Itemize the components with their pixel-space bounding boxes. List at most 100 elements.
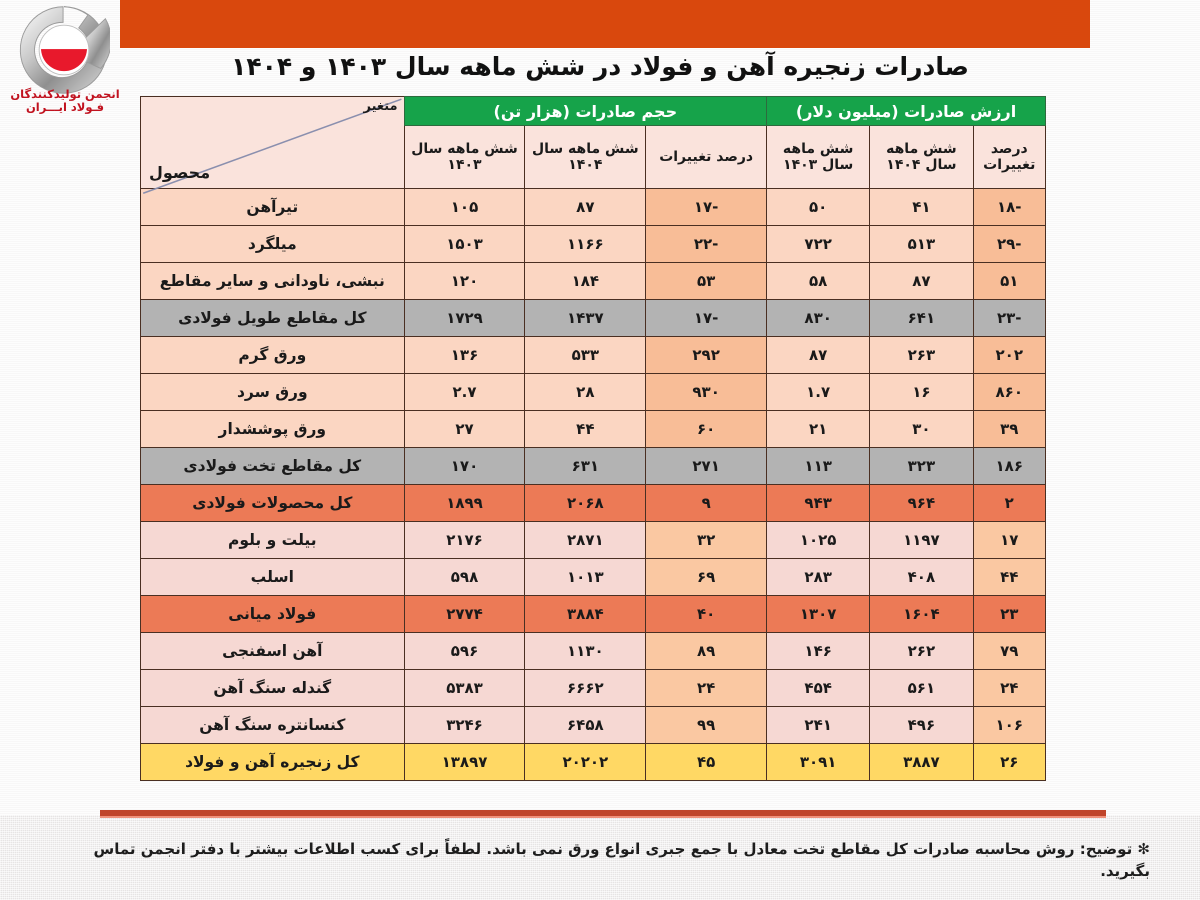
cell-value-1404: ۳۸۸۷ (869, 743, 974, 781)
table-body: -۱۸ ۴۱ ۵۰ -۱۷ ۸۷ ۱۰۵ تیرآهن -۲۹ ۵۱۳ ۷۲۲ -۲۲ ۱۱۶۶ ۱۵۰… (140, 188, 1047, 781)
cell-value-pct: ۲۶ (972, 743, 1047, 781)
cell-volume-1403: ۱۷۰ (403, 447, 526, 485)
cell-value-1403: ۱.۷ (766, 373, 871, 411)
cell-value-1404: ۹۶۴ (869, 484, 974, 522)
cell-product-name: بیلت و بلوم (140, 521, 405, 559)
cell-product-name: اسلب (140, 558, 405, 596)
cell-volume-1404: ۲۰۲۰۲ (524, 743, 647, 781)
cell-value-1403: ۸۷ (766, 336, 871, 374)
cell-volume-1403: ۱۲۰ (403, 262, 526, 300)
corner-variable-label: متغیر (363, 99, 398, 114)
cell-volume-pct: ۴۰ (645, 595, 768, 633)
table-row: ۲۶ ۳۸۸۷ ۳۰۹۱ ۴۵ ۲۰۲۰۲ ۱۳۸۹۷ کل زنجیره آهن و فو… (140, 743, 1047, 781)
cell-volume-1403: ۱۷۲۹ (403, 299, 526, 337)
cell-value-1403: ۹۴۳ (766, 484, 871, 522)
cell-value-1403: ۳۰۹۱ (766, 743, 871, 781)
cell-volume-1404: ۲۰۶۸ (524, 484, 647, 522)
cell-volume-1404: ۶۶۶۲ (524, 669, 647, 707)
cell-value-pct: ۱۷ (972, 521, 1047, 559)
cell-value-pct: ۴۴ (972, 558, 1047, 596)
cell-volume-pct: ۲۴ (645, 669, 768, 707)
cell-volume-1403: ۱۳۸۹۷ (403, 743, 526, 781)
cell-volume-1404: ۲۸۷۱ (524, 521, 647, 559)
cell-value-pct: ۸۶۰ (972, 373, 1047, 411)
logo-line-2: فـولاد ایـــران (25, 100, 105, 114)
cell-volume-1404: ۵۳۳ (524, 336, 647, 374)
cell-value-pct: -۲۹ (972, 225, 1047, 263)
cell-product-name: فولاد میانی (140, 595, 405, 633)
cell-value-pct: ۲ (972, 484, 1047, 522)
cell-product-name: آهن اسفنجی (140, 632, 405, 670)
cell-product-name: گندله سنگ آهن (140, 669, 405, 707)
table-row: -۱۸ ۴۱ ۵۰ -۱۷ ۸۷ ۱۰۵ تیرآهن (140, 188, 1047, 226)
cell-value-1404: ۱۶ (869, 373, 974, 411)
cell-value-1404: ۱۶۰۴ (869, 595, 974, 633)
page-title: صادرات زنجیره آهن و فولاد در شش ماهه سال… (231, 52, 969, 81)
cell-volume-pct: ۵۳ (645, 262, 768, 300)
cell-volume-pct: -۲۲ (645, 225, 768, 263)
footnote: ✻ توضیح: روش محاسبه صادرات کل مقاطع تخت … (93, 840, 1150, 880)
cell-volume-1404: ۶۳۱ (524, 447, 647, 485)
cell-value-1404: ۳۰ (869, 410, 974, 448)
cell-product-name: نبشی، ناودانی و سایر مقاطع (140, 262, 405, 300)
cell-value-1403: ۵۸ (766, 262, 871, 300)
cell-value-1403: ۷۲۲ (766, 225, 871, 263)
cell-volume-1404: ۱۱۶۶ (524, 225, 647, 263)
cell-value-pct: ۲۳ (972, 595, 1047, 633)
cell-volume-1404: ۴۴ (524, 410, 647, 448)
cell-value-1404: ۶۴۱ (869, 299, 974, 337)
exports-table: ارزش صادرات (میلیون دلار) حجم صادرات (هز… (140, 96, 1047, 781)
logo-wordmark: انجمن تولیدکنندگان فـولاد ایـــران (4, 88, 126, 114)
cell-value-1403: ۱۴۶ (766, 632, 871, 670)
association-logo: انجمن تولیدکنندگان فـولاد ایـــران (4, 2, 126, 114)
group-header-row: ارزش صادرات (میلیون دلار) حجم صادرات (هز… (140, 96, 1046, 195)
cell-volume-1403: ۲۷ (403, 410, 526, 448)
cell-value-1403: ۱۳۰۷ (766, 595, 871, 633)
cell-product-name: ورق گرم (140, 336, 405, 374)
cell-value-1404: ۲۶۲ (869, 632, 974, 670)
group-header-value: ارزش صادرات (میلیون دلار) (766, 96, 1046, 126)
cell-product-name: کنسانتره سنگ آهن (140, 706, 405, 744)
exports-table-container: ارزش صادرات (میلیون دلار) حجم صادرات (هز… (140, 96, 1047, 781)
cell-product-name: تیرآهن (140, 188, 405, 226)
cell-volume-1403: ۱۸۹۹ (403, 484, 526, 522)
cell-volume-1403: ۲۱۷۶ (403, 521, 526, 559)
cell-product-name: کل زنجیره آهن و فولاد (140, 743, 405, 781)
subheader-volume-1404: شش ماهه سال ۱۴۰۴ (524, 125, 647, 189)
corner-header-cell: متغیر محصول (140, 96, 405, 195)
table-row: ۷۹ ۲۶۲ ۱۴۶ ۸۹ ۱۱۳۰ ۵۹۶ آهن اسفنجی (140, 632, 1047, 670)
cell-product-name: کل مقاطع تخت فولادی (140, 447, 405, 485)
cell-volume-pct: -۱۷ (645, 188, 768, 226)
cell-value-1404: ۵۶۱ (869, 669, 974, 707)
diagonal-divider-icon (142, 98, 402, 195)
cell-volume-1403: ۵۹۶ (403, 632, 526, 670)
cell-value-pct: ۱۸۶ (972, 447, 1047, 485)
cell-value-1403: ۲۸۳ (766, 558, 871, 596)
cell-volume-1403: ۵۳۸۳ (403, 669, 526, 707)
cell-value-1403: ۴۵۴ (766, 669, 871, 707)
cell-volume-1404: ۲۸ (524, 373, 647, 411)
cell-value-1404: ۵۱۳ (869, 225, 974, 263)
table-row: ۲۰۲ ۲۶۳ ۸۷ ۲۹۲ ۵۳۳ ۱۳۶ ورق گرم (140, 336, 1047, 374)
cell-volume-1403: ۵۹۸ (403, 558, 526, 596)
cell-value-1403: ۲۱ (766, 410, 871, 448)
cell-volume-pct: ۶۰ (645, 410, 768, 448)
cell-volume-1404: ۶۴۵۸ (524, 706, 647, 744)
footer-rule (100, 810, 1106, 816)
table-row: ۲۴ ۵۶۱ ۴۵۴ ۲۴ ۶۶۶۲ ۵۳۸۳ گندله سنگ آهن (140, 669, 1047, 707)
cell-volume-pct: ۹۳۰ (645, 373, 768, 411)
cell-volume-pct: -۱۷ (645, 299, 768, 337)
cell-product-name: ورق سرد (140, 373, 405, 411)
cell-volume-pct: ۲۹۲ (645, 336, 768, 374)
cell-volume-1404: ۱۸۴ (524, 262, 647, 300)
cell-volume-1403: ۲۷۷۴ (403, 595, 526, 633)
header-banner (120, 0, 1090, 48)
subheader-value-pct: درصد تغییرات (972, 125, 1047, 189)
cell-value-1404: ۴۰۸ (869, 558, 974, 596)
cell-value-1403: ۵۰ (766, 188, 871, 226)
subheader-volume-1403: شش ماهه سال ۱۴۰۳ (403, 125, 526, 189)
cell-volume-1403: ۲.۷ (403, 373, 526, 411)
table-row: ۴۴ ۴۰۸ ۲۸۳ ۶۹ ۱۰۱۳ ۵۹۸ اسلب (140, 558, 1047, 596)
cell-volume-1403: ۱۵۰۳ (403, 225, 526, 263)
